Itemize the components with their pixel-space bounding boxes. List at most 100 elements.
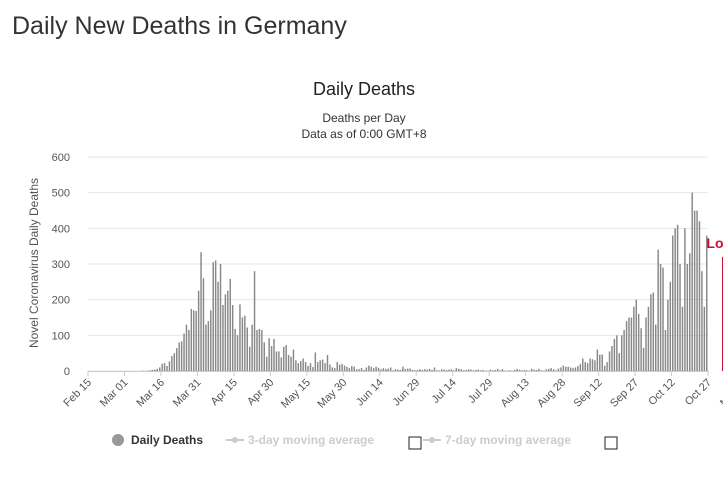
bar[interactable] xyxy=(270,346,273,371)
bar[interactable] xyxy=(560,367,562,371)
bar[interactable] xyxy=(329,364,331,371)
bar[interactable] xyxy=(385,368,387,371)
bar[interactable] xyxy=(273,338,275,371)
bar[interactable] xyxy=(424,369,426,371)
bar[interactable] xyxy=(363,369,365,371)
bar[interactable] xyxy=(190,308,193,371)
bar[interactable] xyxy=(470,369,472,371)
bar[interactable] xyxy=(669,281,672,371)
bar[interactable] xyxy=(596,349,599,371)
bar[interactable] xyxy=(569,367,572,371)
bar[interactable] xyxy=(295,360,297,371)
bar[interactable] xyxy=(654,324,657,371)
bar[interactable] xyxy=(623,329,625,371)
bar[interactable] xyxy=(336,362,338,371)
bar[interactable] xyxy=(479,370,482,371)
bar[interactable] xyxy=(633,306,635,371)
bar[interactable] xyxy=(287,354,290,371)
bar[interactable] xyxy=(176,348,178,371)
bar[interactable] xyxy=(482,369,484,371)
bar[interactable] xyxy=(197,290,200,371)
bar[interactable] xyxy=(674,228,676,371)
bar[interactable] xyxy=(496,368,499,371)
bar[interactable] xyxy=(394,369,397,371)
bar[interactable] xyxy=(244,315,246,371)
bar[interactable] xyxy=(676,224,679,371)
bar[interactable] xyxy=(521,370,523,371)
bar[interactable] xyxy=(178,342,180,371)
bar[interactable] xyxy=(406,368,409,371)
bar[interactable] xyxy=(645,317,647,372)
bar[interactable] xyxy=(416,369,419,371)
bar[interactable] xyxy=(640,328,642,371)
bar[interactable] xyxy=(625,321,628,371)
bar[interactable] xyxy=(217,281,219,371)
bar[interactable] xyxy=(402,366,404,371)
bar[interactable] xyxy=(465,369,467,371)
bar[interactable] xyxy=(533,369,535,371)
bar[interactable] xyxy=(231,305,234,371)
bar[interactable] xyxy=(606,362,608,371)
bar[interactable] xyxy=(445,369,448,371)
bar[interactable] xyxy=(380,369,382,371)
bar[interactable] xyxy=(535,369,538,371)
bar[interactable] xyxy=(441,369,443,371)
bar[interactable] xyxy=(628,317,630,372)
bar[interactable] xyxy=(341,363,343,371)
bar[interactable] xyxy=(297,363,300,371)
bar[interactable] xyxy=(672,235,674,371)
bar[interactable] xyxy=(236,335,239,371)
bar[interactable] xyxy=(258,328,261,371)
bar[interactable] xyxy=(538,368,540,371)
bar[interactable] xyxy=(453,370,455,371)
bar[interactable] xyxy=(161,363,163,371)
bar[interactable] xyxy=(603,365,606,371)
bar[interactable] xyxy=(589,358,591,371)
bar[interactable] xyxy=(662,267,664,371)
bar[interactable] xyxy=(689,253,691,371)
bar[interactable] xyxy=(185,324,188,371)
bar[interactable] xyxy=(278,351,280,371)
bar[interactable] xyxy=(458,368,460,371)
bar[interactable] xyxy=(275,351,278,371)
bar[interactable] xyxy=(637,313,640,371)
bar[interactable] xyxy=(591,359,594,371)
bar[interactable] xyxy=(681,306,684,371)
bar[interactable] xyxy=(300,361,302,371)
bar[interactable] xyxy=(618,353,620,371)
bar[interactable] xyxy=(567,366,569,371)
bar[interactable] xyxy=(365,367,368,371)
bar[interactable] xyxy=(448,369,450,371)
bar[interactable] xyxy=(387,368,390,371)
bar[interactable] xyxy=(200,252,202,371)
bar[interactable] xyxy=(246,327,248,371)
bar[interactable] xyxy=(292,349,295,371)
bar[interactable] xyxy=(331,367,334,371)
bar[interactable] xyxy=(516,368,518,371)
bar[interactable] xyxy=(472,370,475,371)
bar[interactable] xyxy=(372,368,375,371)
bar[interactable] xyxy=(205,324,207,371)
bar[interactable] xyxy=(620,335,623,371)
bar[interactable] xyxy=(193,310,195,371)
bar[interactable] xyxy=(557,368,560,371)
bar[interactable] xyxy=(652,292,655,371)
bar[interactable] xyxy=(426,369,428,371)
bar[interactable] xyxy=(577,366,579,371)
bar[interactable] xyxy=(433,367,436,371)
bar[interactable] xyxy=(392,370,394,371)
bar[interactable] xyxy=(572,368,574,371)
bar[interactable] xyxy=(202,278,205,371)
bar[interactable] xyxy=(348,368,351,371)
bar[interactable] xyxy=(428,368,431,371)
bar[interactable] xyxy=(285,344,287,371)
bar[interactable] xyxy=(377,367,380,371)
bar[interactable] xyxy=(701,271,703,371)
bar[interactable] xyxy=(574,367,577,371)
bar[interactable] xyxy=(219,264,222,371)
bar[interactable] xyxy=(317,362,319,371)
bar[interactable] xyxy=(438,370,441,371)
bar[interactable] xyxy=(256,329,258,371)
bar[interactable] xyxy=(601,354,603,371)
bar[interactable] xyxy=(582,358,584,371)
